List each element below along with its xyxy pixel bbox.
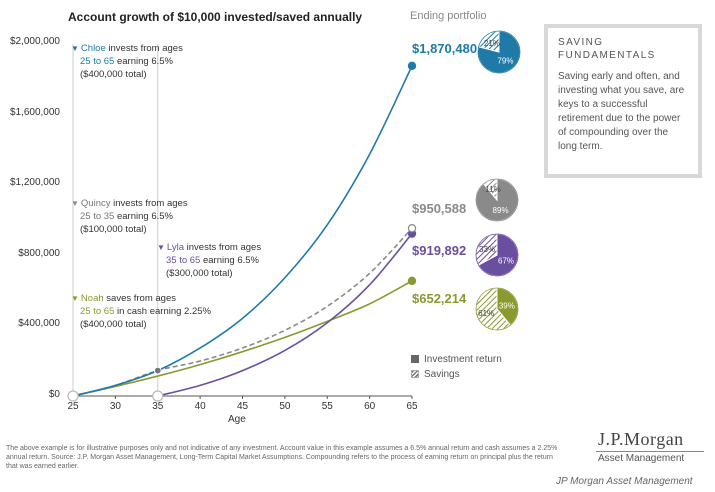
end-point-quincy xyxy=(407,224,417,233)
series-line-noah xyxy=(72,280,413,397)
annotation-quincy-text: invests from ages xyxy=(110,198,188,209)
annotation-quincy-rate: earning 6.5% xyxy=(114,211,173,222)
x-tick-label: 40 xyxy=(194,401,206,412)
y-tick-label: $1,200,000 xyxy=(9,177,60,189)
end-point-noah xyxy=(407,276,417,286)
footnote: The above example is for illustrative pu… xyxy=(6,445,558,470)
annotation-noah-rate: in cash earning 2.25% xyxy=(114,306,211,317)
annotation-lyla-name: Lyla xyxy=(166,242,184,253)
box-body: Saving early and often, and investing wh… xyxy=(558,71,685,152)
annotation-lyla-ages: 35 to 65 xyxy=(166,255,201,266)
annotation-lyla-total: ($300,000 total) xyxy=(166,268,233,279)
y-tick-label: $2,000,000 xyxy=(9,36,60,47)
x-tick-label: 30 xyxy=(109,401,121,412)
y-tick-label: $0 xyxy=(48,389,60,400)
pie-lyla: 67%33% xyxy=(475,233,519,277)
pie-chloe: 79% 21% xyxy=(477,30,521,74)
series-line-lyla xyxy=(157,233,413,397)
quincy-stop-point xyxy=(153,366,162,375)
jpmorgan-logo: J.P.Morgan xyxy=(598,429,684,449)
annotation-chloe-ages: 25 to 65 xyxy=(80,56,115,67)
annotation-quincy: ▼ Quincy invests from ages 25 to 35 earni… xyxy=(71,197,188,236)
pie-label-savings: 61% xyxy=(478,309,494,318)
x-tick-label: 25 xyxy=(67,401,79,412)
y-tick-label: $800,000 xyxy=(18,247,60,259)
pie-quincy: 89% 11% xyxy=(475,178,519,222)
pie-label-savings: 21% xyxy=(484,39,500,48)
annotation-noah: ▼ Noah saves from ages 25 to 65 in cash e… xyxy=(71,292,211,331)
ending-value-chloe: $1,870,480 xyxy=(412,41,478,56)
chart-title: Account growth of $10,000 invested/saved… xyxy=(68,10,363,24)
legend-savings: Savings xyxy=(411,369,460,380)
pie-label-investment-return: 39% xyxy=(499,301,515,310)
x-tick-label: 55 xyxy=(321,401,333,412)
pie-label-savings: 33% xyxy=(479,245,495,254)
annotation-quincy-name: Quincy xyxy=(80,198,111,209)
pie-noah: 39% 61% xyxy=(475,287,519,331)
saving-fundamentals-box: SAVING FUNDAMENTALS Saving early and oft… xyxy=(544,24,702,178)
annotation-noah-name: Noah xyxy=(80,293,104,304)
annotation-lyla-rate: earning 6.5% xyxy=(200,255,259,266)
legend-investment-return: Investment return xyxy=(411,354,502,365)
logo-divider xyxy=(596,451,704,452)
annotation-noah-text: saves from ages xyxy=(103,293,176,304)
ending-value-lyla: $919,892 xyxy=(412,243,467,258)
pie-label-savings: 11% xyxy=(485,185,500,194)
y-tick-label: $400,000 xyxy=(18,318,60,330)
x-tick-label: 65 xyxy=(406,401,418,412)
triangle-down-icon: ▼ xyxy=(71,44,79,53)
annotation-chloe-rate: earning 6.5% xyxy=(114,56,173,67)
pie-label-investment-return: 79% xyxy=(497,56,513,65)
triangle-down-icon: ▼ xyxy=(71,294,79,303)
triangle-down-icon: ▼ xyxy=(157,243,165,252)
annotation-quincy-ages: 25 to 35 xyxy=(80,211,115,222)
annotation-chloe-total: ($400,000 total) xyxy=(80,69,147,80)
box-title: SAVING FUNDAMENTALS xyxy=(558,37,656,61)
x-tick-label: 45 xyxy=(236,401,249,412)
x-tick-label: 35 xyxy=(152,401,164,412)
y-tick-label: $1,600,000 xyxy=(9,106,60,118)
x-axis-label: Age xyxy=(228,414,246,425)
solid-square-icon xyxy=(411,355,419,363)
annotation-chloe-text: invests from ages xyxy=(105,43,183,54)
logo-subtitle: Asset Management xyxy=(598,453,685,464)
ending-value-noah: $652,214 xyxy=(412,291,467,306)
legend-savings-label: Savings xyxy=(424,369,460,380)
annotation-chloe: ▼ Chloe invests from ages 25 to 65 earnin… xyxy=(71,42,183,81)
annotation-noah-total: ($400,000 total) xyxy=(80,319,147,330)
annotation-lyla-text: invests from ages xyxy=(184,242,262,253)
triangle-down-icon: ▼ xyxy=(71,199,79,208)
x-tick-label: 60 xyxy=(364,401,376,412)
start-point-age-25 xyxy=(67,390,79,402)
annotation-quincy-total: ($100,000 total) xyxy=(80,224,147,235)
annotation-chloe-name: Chloe xyxy=(80,43,106,54)
series-line-chloe xyxy=(72,65,413,397)
legend-investment-return-label: Investment return xyxy=(424,354,502,365)
pie-label-investment-return: 89% xyxy=(493,206,509,215)
x-tick-label: 50 xyxy=(279,401,291,412)
ending-portfolio-title: Ending portfolio xyxy=(410,10,487,22)
pie-outline xyxy=(475,178,519,222)
watermark: JP Morgan Asset Management xyxy=(556,476,693,487)
ending-value-quincy: $950,588 xyxy=(412,201,467,216)
start-point-age-35 xyxy=(152,390,164,402)
annotation-lyla: ▼ Lyla invests from ages 35 to 65 earning… xyxy=(157,241,261,280)
pie-outline xyxy=(475,233,519,277)
hatched-square-icon xyxy=(411,370,419,378)
annotation-noah-ages: 25 to 65 xyxy=(80,306,115,317)
pie-label-investment-return: 67% xyxy=(498,256,514,265)
pie-outline xyxy=(477,30,521,74)
pie-outline xyxy=(475,287,519,331)
end-point-chloe xyxy=(407,61,417,71)
